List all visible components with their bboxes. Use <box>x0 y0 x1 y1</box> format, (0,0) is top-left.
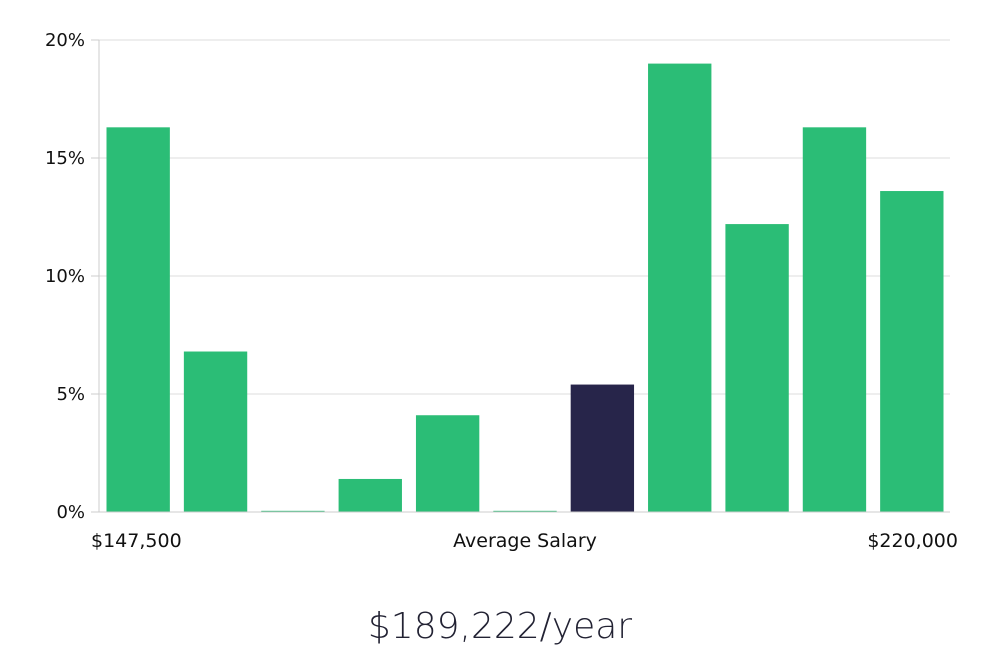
x-max-label: $220,000 <box>867 530 958 552</box>
bars <box>106 63 944 513</box>
y-tick-label: 15% <box>45 148 85 169</box>
bar <box>493 510 557 512</box>
y-tick-label: 20% <box>45 30 85 51</box>
bar <box>880 191 944 513</box>
x-min-label: $147,500 <box>91 530 182 552</box>
y-tick-label: 10% <box>45 266 85 287</box>
bar-highlighted <box>570 384 635 512</box>
bar <box>648 63 712 512</box>
bar <box>725 224 789 512</box>
bar <box>338 478 402 512</box>
y-tick-label: 0% <box>56 502 85 523</box>
y-tick-labels: 0% 5% 10% 15% 20% <box>45 30 85 523</box>
average-salary-value: $189,222/year <box>367 606 633 647</box>
bar <box>183 351 248 512</box>
y-tick-label: 5% <box>56 384 85 405</box>
bar <box>415 415 480 512</box>
bar <box>802 127 867 512</box>
bar <box>106 127 170 512</box>
salary-histogram: 0% 5% 10% 15% 20% $147,500 Average Salary $2… <box>45 30 958 552</box>
x-axis-title: Average Salary <box>453 530 597 552</box>
bar <box>261 510 325 512</box>
axes <box>91 39 950 513</box>
